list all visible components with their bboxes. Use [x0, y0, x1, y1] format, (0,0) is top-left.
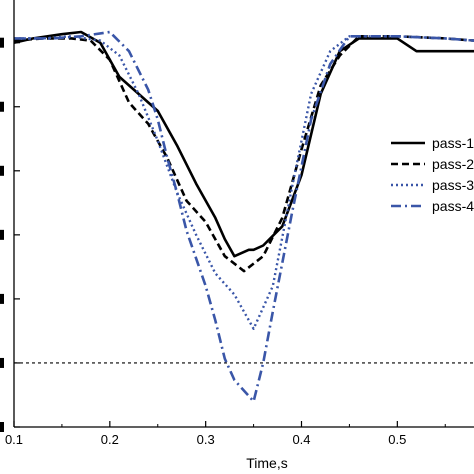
series-line-pass-3: [14, 35, 474, 330]
axes: 0.1 0.2 0.3 0.4 0.5: [0, 0, 474, 447]
y-tick-label-fragment: [0, 229, 4, 240]
y-tick-label-fragment: [0, 37, 4, 48]
y-tick-label-fragment: [0, 293, 4, 304]
y-tick-label-fragment: [0, 422, 4, 432]
y-tick-label-fragment: [0, 357, 4, 368]
x-tick-label: 0.5: [388, 432, 406, 447]
legend-label-pass-2: pass-2: [432, 156, 474, 172]
legend-label-pass-3: pass-3: [432, 177, 474, 193]
x-tick-label: 0.4: [292, 432, 310, 447]
x-tick-label: 0.2: [101, 432, 119, 447]
x-axis-title: Time,s: [246, 455, 287, 471]
series-line-pass-1: [14, 30, 474, 258]
plot-area: [14, 30, 474, 403]
legend-label-pass-1: pass-1: [432, 135, 474, 151]
y-tick-label-fragment: [0, 101, 4, 112]
series-line-pass-2: [14, 35, 474, 273]
series-line-pass-4: [14, 30, 474, 403]
x-tick-label: 0.3: [197, 432, 215, 447]
legend-label-pass-4: pass-4: [432, 198, 474, 214]
y-tick-label-fragment: [0, 165, 4, 176]
legend: pass-1 pass-2 pass-3 pass-4: [391, 135, 474, 214]
x-tick-label: 0.1: [5, 432, 23, 447]
